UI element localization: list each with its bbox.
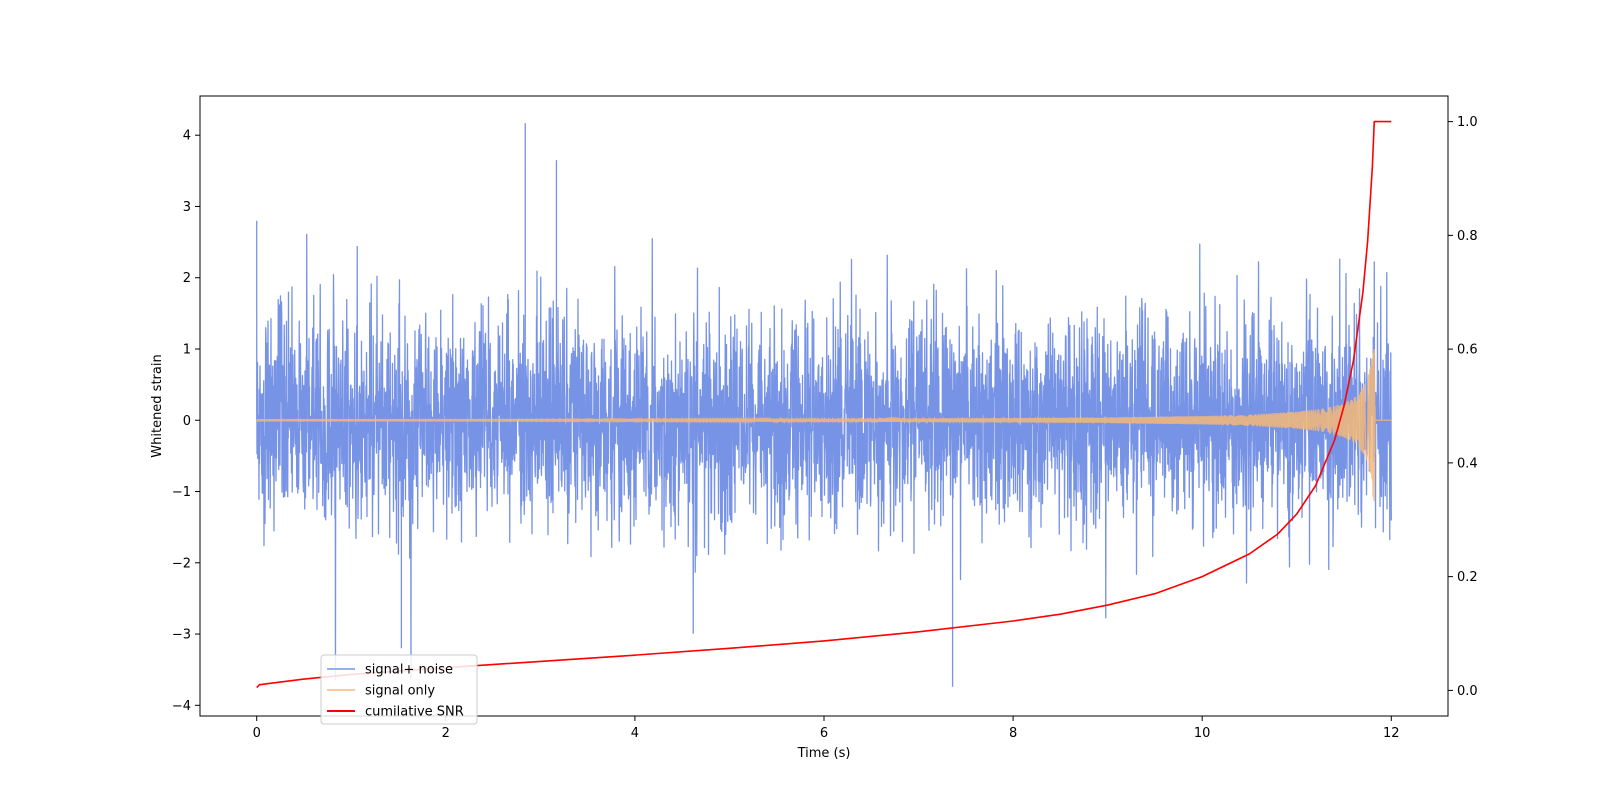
y-axis: −4 −3 −2 −1 0 1 2 3 4 (172, 129, 200, 714)
y2-tick-label: 0.4 (1457, 456, 1478, 471)
x-tick-label: 0 (253, 726, 261, 741)
y2-tick-label: 0.8 (1457, 229, 1478, 244)
series-signal-noise-line (256, 123, 1392, 687)
legend-label: signal only (365, 684, 435, 699)
legend-box (320, 654, 478, 725)
x-axis-label: Time (s) (797, 746, 851, 761)
legend-label: cumilative SNR (365, 705, 464, 720)
y2-tick-label: 0.2 (1457, 570, 1478, 585)
y-axis-label: Whitened strain (150, 354, 165, 457)
x-tick-label: 2 (442, 726, 450, 741)
x-tick-label: 8 (1009, 726, 1017, 741)
legend: signal+ noise signal only cumilative SNR (320, 654, 478, 725)
y2-axis-right: 0.0 0.2 0.4 0.6 0.8 1.0 (1448, 115, 1478, 699)
x-tick-label: 6 (820, 726, 828, 741)
plot-area (256, 120, 1392, 689)
y-tick-label: −3 (172, 628, 191, 643)
legend-label: signal+ noise (365, 663, 453, 678)
x-tick-label: 10 (1194, 726, 1211, 741)
y-tick-label: −4 (172, 699, 191, 714)
y-tick-label: 2 (183, 271, 191, 286)
y-tick-label: 1 (183, 342, 191, 357)
x-tick-label: 12 (1383, 726, 1400, 741)
y-tick-label: −1 (172, 485, 191, 500)
y2-tick-label: 0.6 (1457, 343, 1478, 358)
y-tick-label: 3 (183, 200, 191, 215)
y2-tick-label: 1.0 (1457, 115, 1478, 130)
y-tick-label: 0 (183, 414, 191, 429)
y2-tick-label: 0.0 (1457, 684, 1478, 699)
y-tick-label: 4 (183, 129, 191, 144)
x-tick-label: 4 (631, 726, 639, 741)
y-tick-label: −2 (172, 556, 191, 571)
series-cumulative-snr-line (256, 120, 1392, 689)
series-signal-only-line (256, 348, 1392, 502)
